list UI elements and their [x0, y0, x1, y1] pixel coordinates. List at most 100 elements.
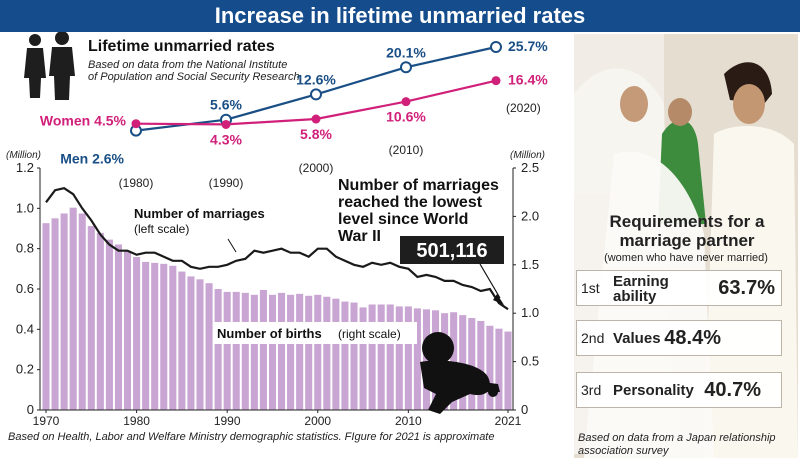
left-tick-label: 0.8 — [16, 241, 34, 256]
woman-head-shape — [29, 34, 41, 46]
baby-body-shape — [420, 360, 490, 414]
requirement-row: 1st Earning ability 63.7% — [576, 270, 782, 306]
people-silhouette-icon — [24, 32, 75, 100]
births-bar — [87, 226, 95, 410]
births-bar — [332, 298, 340, 410]
births-label: Number of births — [217, 326, 322, 341]
right-tick-label: 2.0 — [521, 208, 539, 223]
wedding-photo: Requirements for a marriage partner (wom… — [574, 34, 798, 458]
headline-line: reached the lowest — [338, 194, 483, 211]
requirements-source: Based on data from a Japan relationship … — [578, 432, 794, 458]
left-tick-label: 0.4 — [16, 321, 34, 336]
axes: 0 0.2 0.4 0.6 0.8 1.0 1.2 0 0.5 1.0 1.5 2.0 2.5 1970 1… — [6, 150, 545, 443]
births-bar — [205, 283, 213, 410]
highlight-pointer — [479, 263, 501, 299]
crawling-baby-icon — [420, 332, 500, 414]
unmarried-and-marriage-chart: Lifetime unmarried rates Based on data f… — [6, 32, 548, 443]
requirement-label-line-1: Earning — [613, 273, 669, 290]
headline-line: level since World — [338, 211, 468, 228]
requirement-label: Values — [613, 330, 661, 347]
man-body-shape — [49, 47, 75, 100]
left-tick-label: 0.6 — [16, 281, 34, 296]
man-head-shape — [55, 32, 69, 45]
births-bar — [413, 308, 421, 410]
births-label-box — [213, 322, 417, 344]
rate-year-label: (2010) — [389, 143, 424, 157]
x-tick-label: 1990 — [214, 414, 241, 428]
births-bar — [51, 218, 59, 410]
right-tick-label: 2.5 — [521, 160, 539, 175]
births-bar — [133, 257, 141, 410]
births-bar — [42, 223, 50, 410]
requirements-source-line-1: Based on data from a Japan relationship — [578, 432, 776, 444]
requirements-title-line-2: marriage partner — [619, 231, 755, 250]
women-rate-point — [311, 114, 321, 124]
x-tick-label: 2010 — [395, 414, 422, 428]
men-rate-point — [400, 61, 412, 74]
highlight-value: 501,116 — [416, 240, 487, 262]
women-rate-label: 4.3% — [210, 131, 242, 147]
rate-year-label: (2020) — [506, 101, 541, 115]
right-tick-label: 1.5 — [521, 257, 539, 272]
headline-line: Number of marriages — [338, 177, 499, 194]
births-bar — [450, 312, 458, 410]
women-rate-label: Women 4.5% — [40, 113, 127, 129]
requirements-subtitle: (women who have never married) — [604, 252, 768, 264]
marriages-pointer — [227, 238, 237, 253]
births-bar — [277, 292, 286, 410]
women-rate-label: 5.8% — [300, 126, 332, 142]
annotations: Number of marriages(left scale)Number of… — [130, 177, 504, 344]
women-rate-point — [221, 119, 231, 129]
births-bar — [259, 289, 267, 410]
unmarried-source-line-2: of Population and Social Security Resear… — [88, 71, 300, 83]
left-tick-label: 0.2 — [16, 362, 34, 377]
unmarried-source-line-1: Based on data from the National Institut… — [88, 59, 287, 71]
men-rate-point — [490, 41, 502, 53]
births-bar — [359, 307, 367, 410]
births-scale-label: (right scale) — [338, 327, 401, 341]
left-tick-label: 1.0 — [16, 200, 34, 215]
left-tick-label: 0 — [27, 402, 34, 417]
births-bar — [468, 318, 476, 410]
births-bar — [459, 315, 467, 410]
requirements-title-line-1: Requirements for a — [609, 212, 765, 231]
rate-year-label: (2000) — [299, 161, 334, 175]
births-bar — [377, 304, 385, 410]
women-rate-point — [491, 76, 501, 86]
highlight-arrow — [493, 294, 504, 305]
births-bar — [477, 320, 485, 410]
requirement-rank: 2nd — [581, 330, 605, 346]
requirement-percent: 48.4% — [664, 327, 721, 349]
x-tick-label: 2021 — [495, 414, 522, 428]
x-tick-label: 2000 — [304, 414, 331, 428]
requirements-title: Requirements for a marriage partner — [582, 212, 792, 250]
men-rate-label: 5.6% — [210, 97, 242, 113]
births-bar — [504, 331, 512, 410]
births-bar — [287, 294, 295, 410]
births-bar — [223, 291, 231, 410]
right-unit-label: (Million) — [510, 150, 545, 161]
marriages-line — [45, 187, 509, 311]
requirement-percent: 63.7% — [718, 277, 775, 299]
births-bar — [314, 294, 322, 410]
births-bar — [296, 293, 304, 410]
births-bar — [368, 304, 376, 410]
births-bar — [114, 244, 123, 410]
births-bar — [196, 279, 204, 410]
right-tick-label: 0 — [521, 402, 528, 417]
marriages-line-group — [45, 187, 509, 311]
births-bar — [395, 306, 403, 410]
requirement-label: Earning ability — [613, 274, 669, 304]
left-tick-label: 1.2 — [16, 160, 34, 175]
births-bar — [160, 263, 168, 410]
chart-footnote: Based on Health, Labor and Welfare Minis… — [8, 431, 494, 443]
left-unit-label: (Million) — [6, 150, 41, 161]
births-bar — [404, 306, 412, 410]
births-bar — [323, 296, 331, 410]
right-tick-label: 0.5 — [521, 354, 539, 369]
rate-year-label: (1980) — [119, 176, 154, 190]
requirement-row: 3rd Personality 40.7% — [576, 372, 782, 408]
men-rate-label: 20.1% — [386, 44, 426, 60]
marriages-label: Number of marriages — [134, 206, 265, 221]
births-bar — [268, 294, 277, 410]
